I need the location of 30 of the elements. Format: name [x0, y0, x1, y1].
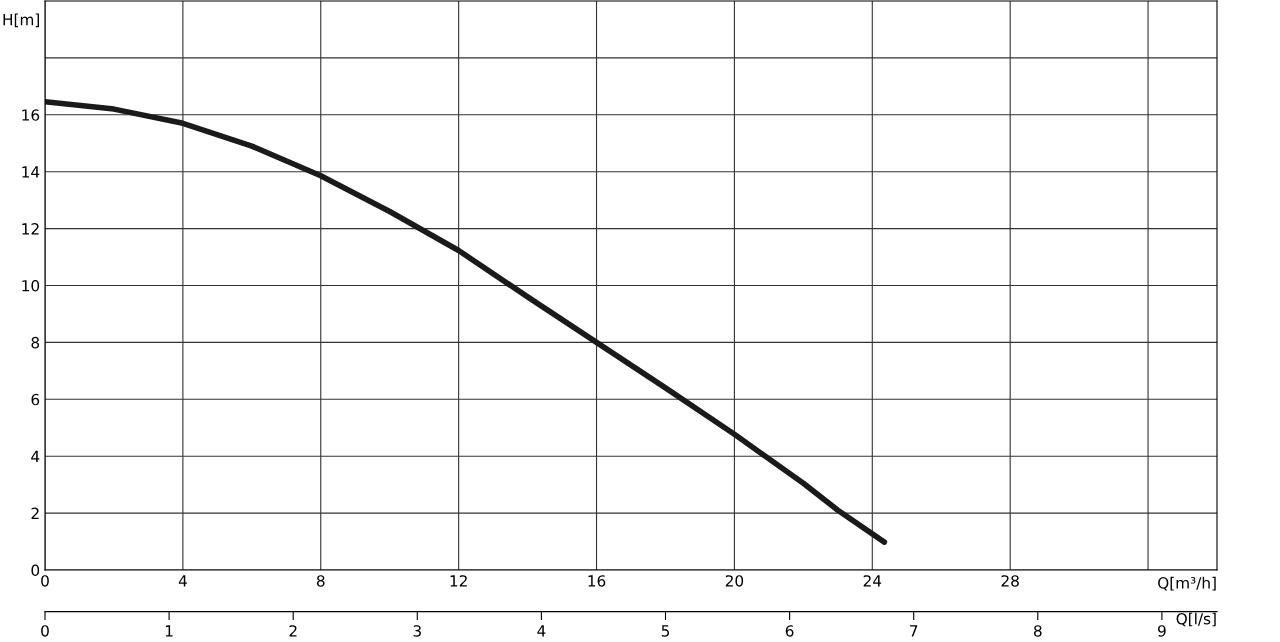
- x-tick-label: 4: [178, 575, 187, 587]
- x2-tick-label: 8: [1033, 625, 1042, 637]
- x2-tick-label: 1: [165, 625, 173, 637]
- y-tick-label: 14: [22, 166, 40, 178]
- x2-tick-label: 2: [289, 625, 297, 637]
- x2-tick-label: 6: [785, 625, 794, 637]
- y-tick-label: 8: [31, 336, 40, 349]
- x2-tick-label: 4: [537, 625, 546, 637]
- x2-tick-label: 3: [413, 625, 421, 637]
- x2-tick-label: 9: [1158, 625, 1166, 637]
- x-tick-label: 16: [588, 575, 606, 587]
- x-tick-label: 28: [1001, 575, 1019, 587]
- x-tick-label: 20: [725, 575, 744, 587]
- x2-tick-label: 5: [661, 625, 670, 637]
- y-tick-label: 10: [22, 279, 40, 292]
- y-tick-label: 0: [31, 564, 40, 577]
- x2-tick-label: 7: [910, 625, 918, 637]
- y-tick-label: 16: [22, 109, 40, 121]
- x-tick-label: 0: [41, 575, 49, 587]
- x-tick-label: 24: [863, 575, 882, 587]
- y-tick-label: 2: [31, 507, 39, 519]
- x-axis-title: Q[m³/h]: [1158, 576, 1216, 591]
- x-tick-label: 8: [316, 575, 325, 587]
- y-tick-label: 4: [31, 450, 40, 462]
- y-tick-label: 12: [22, 223, 39, 235]
- x2-axis-title: Q[l/s]: [1176, 612, 1216, 627]
- x2-tick-label: 0: [41, 625, 49, 637]
- x-tick-label: 12: [450, 575, 467, 587]
- y-axis-title: H[m]: [3, 13, 39, 28]
- y-tick-label: 6: [31, 393, 40, 406]
